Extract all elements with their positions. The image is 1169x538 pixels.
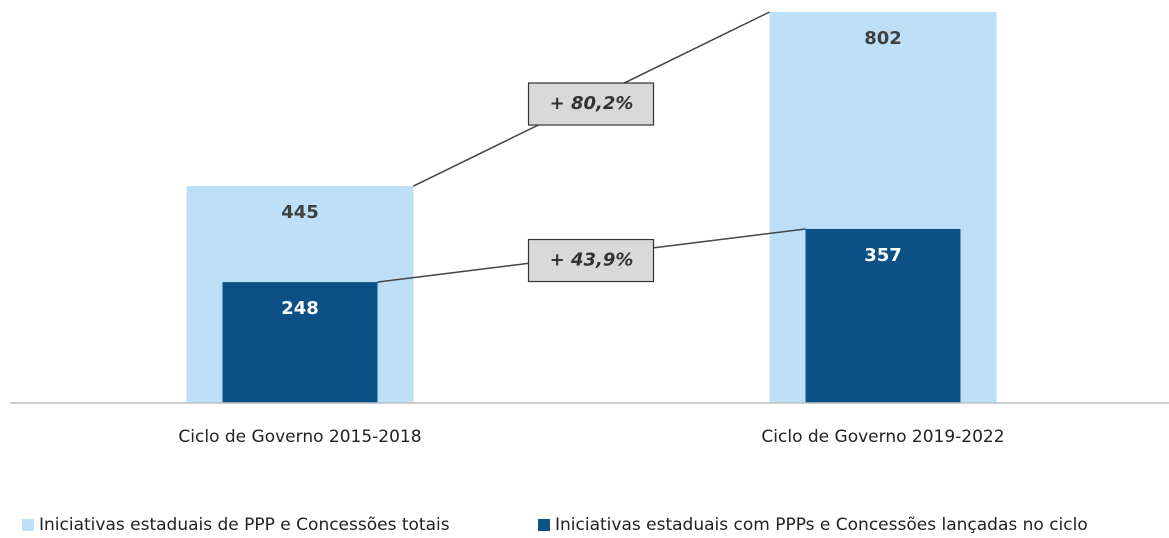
value-label: 248 (281, 298, 319, 319)
legend-label: Iniciativas estaduais de PPP e Concessõe… (39, 515, 450, 535)
legend-swatch (22, 519, 34, 531)
bar (222, 282, 378, 403)
annotation: + 80,2% (550, 93, 634, 114)
x-tick-label: Ciclo de Governo 2015-2018 (178, 427, 421, 447)
legend-label: Iniciativas estaduais com PPPs e Concess… (555, 515, 1088, 535)
legend-swatch (538, 519, 550, 531)
value-label: 357 (864, 245, 902, 266)
annotation-box (527, 82, 655, 126)
bar (805, 228, 961, 403)
annotation: + 43,9% (550, 250, 634, 271)
annotation-box (527, 238, 655, 283)
value-label: 802 (864, 28, 902, 49)
value-label: 445 (281, 202, 319, 223)
x-tick-label: Ciclo de Governo 2019-2022 (761, 427, 1004, 447)
